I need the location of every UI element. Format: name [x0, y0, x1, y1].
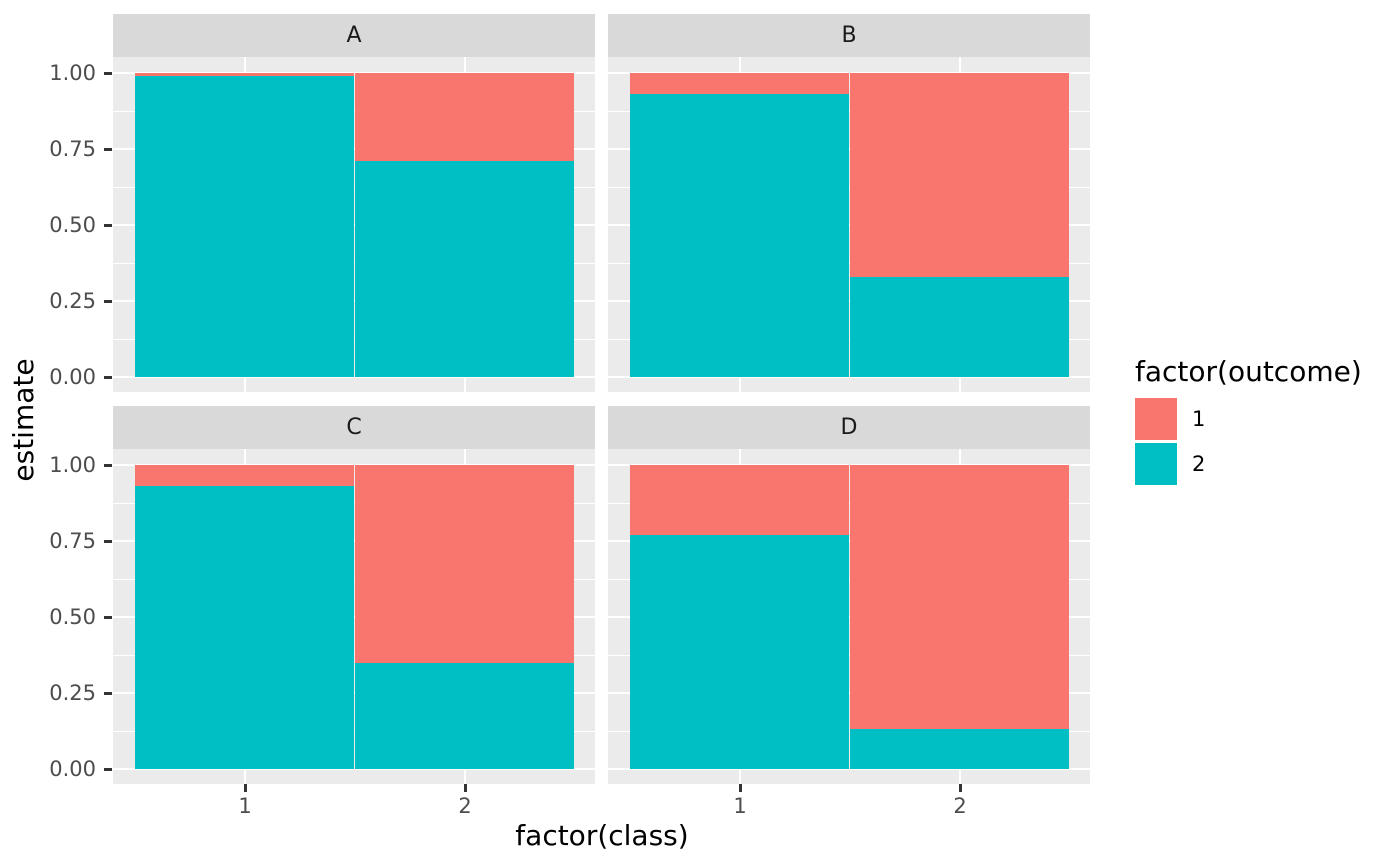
y-tick-mark	[104, 72, 112, 75]
bar-b-class1-outcome2	[630, 94, 849, 377]
y-tick-mark	[104, 768, 112, 771]
bar-c-class1-outcome1	[135, 465, 354, 486]
y-tick-label: 0.00	[49, 365, 96, 389]
x-tick-mark	[464, 784, 467, 792]
major-gridline	[608, 692, 1090, 694]
bar-d-class1-outcome2	[630, 535, 849, 769]
y-tick-mark	[104, 692, 112, 695]
y-tick-mark	[104, 148, 112, 151]
legend-title: factor(outcome)	[1135, 355, 1362, 388]
major-gridline	[608, 540, 1090, 542]
bar-d-class2-outcome1	[850, 465, 1069, 729]
major-gridline	[608, 376, 1090, 378]
bar-c-class2-outcome2	[355, 663, 574, 769]
bar-c-class2-outcome1	[355, 465, 574, 663]
x-tick-label: 1	[733, 794, 747, 818]
facet-strip-d: D	[608, 406, 1090, 449]
facet-panel-a	[113, 57, 595, 392]
major-gridline	[113, 148, 595, 150]
minor-gridline	[113, 503, 595, 504]
bar-a-class1-outcome1	[135, 73, 354, 76]
facet-panel-d	[608, 449, 1090, 784]
facet-panel-b	[608, 57, 1090, 392]
facet-strip-c: C	[113, 406, 595, 449]
major-gridline	[113, 376, 595, 378]
minor-gridline	[113, 731, 595, 732]
minor-gridline	[608, 263, 1090, 264]
y-tick-label: 0.25	[49, 289, 96, 313]
bar-d-class2-outcome2	[850, 729, 1069, 769]
major-gridline	[113, 300, 595, 302]
major-gridline	[608, 72, 1090, 74]
legend-label-outcome2: 2	[1192, 452, 1206, 476]
y-tick-label: 0.50	[49, 213, 96, 237]
bar-b-class2-outcome1	[850, 73, 1069, 277]
bar-a-class2-outcome2	[355, 161, 574, 377]
x-tick-mark	[739, 784, 742, 792]
minor-gridline	[608, 187, 1090, 188]
y-tick-label: 1.00	[49, 61, 96, 85]
minor-gridline	[608, 731, 1090, 732]
x-tick-mark	[959, 784, 962, 792]
major-gridline	[113, 72, 595, 74]
y-tick-label: 0.75	[49, 529, 96, 553]
minor-gridline	[113, 655, 595, 656]
minor-gridline	[608, 111, 1090, 112]
bar-b-class1-outcome1	[630, 73, 849, 94]
bar-a-class2-outcome1	[355, 73, 574, 161]
major-gridline	[608, 148, 1090, 150]
x-axis-title: factor(class)	[515, 819, 689, 852]
minor-gridline	[113, 111, 595, 112]
minor-gridline	[608, 579, 1090, 580]
major-gridline	[608, 224, 1090, 226]
y-tick-mark	[104, 464, 112, 467]
minor-gridline	[113, 339, 595, 340]
minor-gridline	[113, 187, 595, 188]
major-gridline	[113, 692, 595, 694]
x-tick-label: 2	[953, 794, 967, 818]
x-tick-label: 1	[238, 794, 252, 818]
major-gridline	[113, 616, 595, 618]
legend-key-outcome2	[1135, 443, 1177, 485]
y-tick-label: 0.75	[49, 137, 96, 161]
major-gridline	[608, 464, 1090, 466]
facet-strip-b: B	[608, 14, 1090, 57]
minor-gridline	[608, 339, 1090, 340]
y-tick-label: 0.50	[49, 605, 96, 629]
y-tick-mark	[104, 376, 112, 379]
bar-c-class1-outcome2	[135, 486, 354, 769]
y-tick-mark	[104, 224, 112, 227]
major-gridline	[113, 464, 595, 466]
bar-a-class1-outcome2	[135, 76, 354, 377]
y-tick-mark	[104, 300, 112, 303]
y-tick-mark	[104, 540, 112, 543]
bar-d-class1-outcome1	[630, 465, 849, 535]
x-tick-label: 2	[458, 794, 472, 818]
y-tick-label: 1.00	[49, 453, 96, 477]
major-gridline	[608, 300, 1090, 302]
major-gridline	[113, 224, 595, 226]
major-gridline	[608, 616, 1090, 618]
bar-b-class2-outcome2	[850, 277, 1069, 377]
legend-key-outcome1	[1135, 398, 1177, 440]
major-gridline	[608, 768, 1090, 770]
minor-gridline	[608, 503, 1090, 504]
y-tick-label: 0.00	[49, 757, 96, 781]
major-gridline	[113, 768, 595, 770]
facet-panel-c	[113, 449, 595, 784]
minor-gridline	[113, 263, 595, 264]
minor-gridline	[608, 655, 1090, 656]
y-tick-label: 0.25	[49, 681, 96, 705]
x-tick-mark	[244, 784, 247, 792]
legend-label-outcome1: 1	[1192, 407, 1206, 431]
major-gridline	[113, 540, 595, 542]
minor-gridline	[113, 579, 595, 580]
facet-strip-a: A	[113, 14, 595, 57]
y-tick-mark	[104, 616, 112, 619]
